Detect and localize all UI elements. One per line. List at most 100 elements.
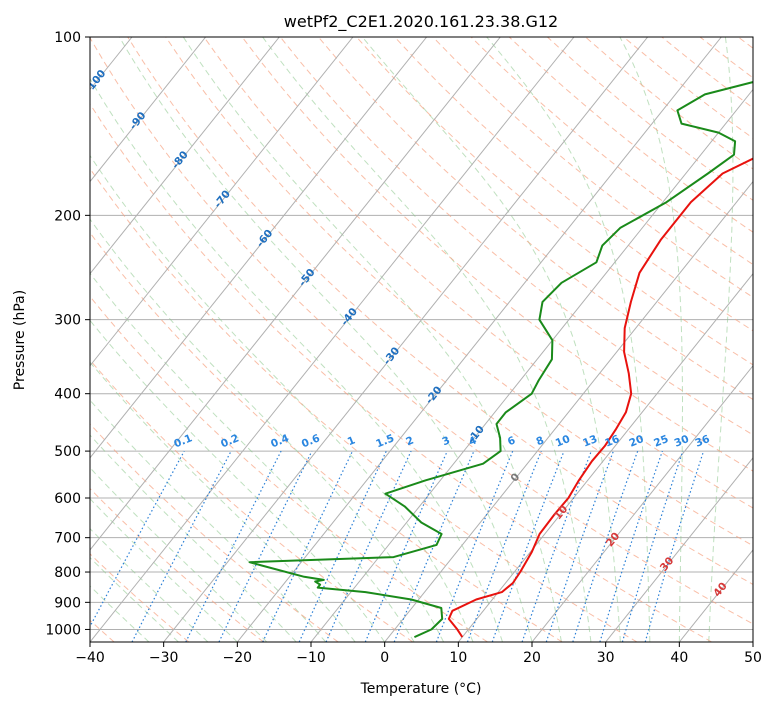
x-tick-label: 50: [744, 650, 762, 666]
moist-adiabat-line: [90, 467, 268, 642]
dry-adiabat-line: [90, 231, 563, 642]
moist-adiabat-line: [90, 585, 150, 642]
x-axis-title: Temperature (°C): [360, 681, 482, 697]
mixing-ratio-line: [393, 450, 475, 642]
mixing-ratio-label: 8: [534, 434, 545, 448]
moist-adiabat-line: [90, 434, 297, 642]
isotherm-line: [90, 37, 207, 183]
mixing-ratio-line: [185, 450, 282, 642]
y-tick-label: 500: [54, 444, 81, 460]
y-tick-label: 800: [54, 565, 81, 581]
moist-adiabat-line: [90, 361, 356, 642]
sounding-profiles: [248, 81, 753, 639]
mixing-ratio-label: 10: [554, 433, 572, 450]
mixing-ratio-line: [325, 450, 412, 642]
isotherm-line: [90, 37, 354, 367]
moist-adiabat-line: [182, 37, 562, 642]
mixing-ratio-line: [90, 450, 185, 628]
moist-adiabat-line: [362, 37, 621, 642]
y-tick-label: 300: [54, 313, 81, 329]
temperature-profile-line: [447, 157, 753, 638]
moist-adiabat-line: [90, 527, 209, 642]
dry-adiabat-line: [90, 295, 488, 642]
isotherm-line: [531, 364, 753, 642]
isotherm-line: [90, 37, 575, 642]
isotherm-line: [163, 37, 649, 642]
dry-adiabat-line: [318, 37, 753, 401]
moist-adiabat-line: [90, 498, 238, 642]
isotherm-line: [605, 457, 753, 642]
dry-adiabat-line: [394, 37, 753, 332]
dry-adiabat-line: [127, 37, 753, 586]
x-tick-label: −10: [296, 650, 326, 666]
x-tick-label: 0: [380, 650, 389, 666]
mixing-ratio-label: 16: [603, 433, 621, 450]
dry-adiabat-line: [356, 37, 753, 366]
y-tick-label: 100: [54, 30, 81, 46]
y-tick-label: 1000: [45, 622, 81, 638]
mixing-ratio-line: [521, 450, 592, 642]
y-tick-label: 600: [54, 491, 81, 507]
mixing-ratio-line: [491, 450, 565, 642]
mixing-ratio-label: 20: [628, 433, 646, 450]
mixing-ratio-label: 36: [693, 433, 711, 450]
mixing-ratio-label: 3: [440, 434, 451, 448]
mixing-ratio-line: [621, 450, 684, 642]
moist-adiabat-line: [90, 154, 474, 642]
y-tick-label: 700: [54, 531, 81, 547]
x-tick-label: 20: [523, 650, 541, 666]
isotherm-line: [90, 37, 501, 551]
moist-adiabat-line: [90, 77, 503, 642]
isotherm-line: [384, 180, 753, 642]
y-tick-label: 400: [54, 387, 81, 403]
moist-adiabat-line: [262, 37, 592, 642]
plot-frame: [89, 36, 754, 643]
skewed-isotherms: [90, 37, 753, 642]
dry-adiabat-line: [90, 103, 712, 642]
mixing-ratio-label: 6: [506, 434, 517, 448]
mixing-ratio-line: [466, 450, 542, 642]
x-tick-label: 10: [449, 650, 467, 666]
mixing-ratio-lines: [90, 450, 705, 642]
chart-title: wetPf2_C2E1.2020.161.23.38.G12: [284, 12, 558, 32]
moist-adiabats: [90, 37, 734, 642]
mixing-ratio-line: [364, 450, 448, 642]
isotherm-line: [90, 37, 428, 459]
mixing-ratio-label: 4: [467, 434, 478, 448]
x-tick-label: 40: [670, 650, 688, 666]
dry-adiabat-line: [90, 37, 753, 625]
mixing-ratio-label: 13: [581, 433, 599, 450]
mixing-ratio-label: 1: [346, 434, 357, 448]
mixing-ratio-line: [644, 450, 705, 642]
mixing-ratio-label: 30: [673, 433, 691, 450]
mixing-ratio-label: 2: [404, 434, 415, 448]
x-tick-label: 30: [597, 650, 615, 666]
moist-adiabat-line: [90, 556, 179, 642]
dry-adiabat-line: [90, 553, 190, 642]
x-tick-label: −20: [223, 650, 253, 666]
mixing-ratio-line: [545, 450, 614, 642]
x-tick-label: −30: [149, 650, 179, 666]
y-axis-ticks: 100 200 300 400 500 600 700 800 900 1000: [45, 30, 90, 638]
dry-adiabat-line: [203, 37, 753, 509]
y-tick-label: 900: [54, 595, 81, 611]
x-tick-label: −40: [75, 650, 105, 666]
dry-adiabat-line: [165, 37, 753, 547]
dry-adiabats: [90, 37, 753, 642]
y-tick-label: 200: [54, 208, 81, 224]
moist-adiabat-line: [90, 218, 445, 642]
isotherm-line: [90, 37, 280, 275]
moist-adiabat-line: [486, 37, 651, 642]
dry-adiabat-line: [90, 423, 339, 642]
y-axis-title: Pressure (hPa): [12, 290, 28, 390]
moist-adiabat-line: [118, 37, 533, 642]
isotherm-line: [236, 37, 722, 642]
mixing-ratio-line: [435, 450, 514, 642]
mixing-ratio-line: [599, 450, 663, 642]
x-axis-ticks: −40 −30 −20 −10 0 10 20 30 40 50: [75, 642, 762, 666]
dewpoint-profile-line: [248, 81, 753, 639]
mixing-ratio-line: [572, 450, 639, 642]
isotherm-line: [457, 272, 753, 642]
mixing-ratio-label: 25: [652, 433, 670, 450]
